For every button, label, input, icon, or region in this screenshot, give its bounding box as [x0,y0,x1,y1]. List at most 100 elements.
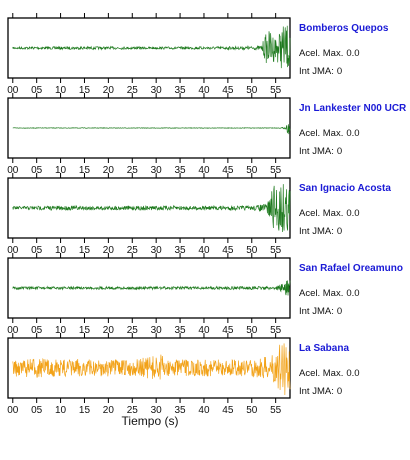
acel-max-row: Acel. Max. 0.0 [299,368,360,379]
acel-max-label: Acel. Max. [299,128,344,139]
acel-max-label: Acel. Max. [299,368,344,379]
x-tick-label: 35 [175,85,187,96]
station-name: San Rafael Oreamuno [299,263,403,274]
acel-max-row: Acel. Max. 0.0 [299,288,360,299]
jma-intensity-value: 0 [336,386,343,397]
x-tick-label: 10 [55,165,67,176]
jma-intensity-value: 0 [336,306,343,317]
x-tick-label: 50 [246,85,258,96]
station-name: La Sabana [299,343,350,354]
waveform-trace [12,124,291,135]
acel-max-row: Acel. Max. 0.0 [299,128,360,139]
x-tick-label: 05 [31,165,43,176]
jma-intensity-row: Int JMA: 0 [299,386,342,397]
station-name: Bomberos Quepos [299,23,389,34]
x-tick-label: 40 [198,85,210,96]
station-name: San Ignacio Acosta [299,183,391,194]
x-tick-label: 30 [151,85,163,96]
x-tick-label: 25 [127,85,139,96]
x-tick-label: 20 [103,325,115,336]
acel-max-value: 0.0 [346,48,360,59]
x-tick-label: 15 [79,245,91,256]
acel-max-value: 0.0 [346,288,360,299]
panel-frame [7,257,291,319]
acel-max-label: Acel. Max. [299,288,344,299]
x-tick-label: 25 [127,165,139,176]
acel-max-value: 0.0 [346,128,360,139]
x-tick-label: 05 [31,85,43,96]
x-tick-label: 20 [103,85,115,96]
x-axis-label: Tiempo (s) [121,414,179,428]
waveform-trace [12,280,291,296]
jma-intensity-row: Int JMA: 0 [299,146,342,157]
acel-max-value: 0.0 [346,208,360,219]
x-tick-label: 15 [79,405,91,416]
x-tick-label: 35 [175,325,187,336]
x-tick-label: 10 [55,325,67,336]
x-tick-label: 10 [55,405,67,416]
panel-frame [7,337,291,399]
x-tick-label: 00 [7,405,19,416]
x-tick-label: 15 [79,165,91,176]
x-tick-label: 20 [103,165,115,176]
x-tick-label: 50 [246,325,258,336]
x-tick-label: 20 [103,405,115,416]
x-tick-label: 55 [270,165,282,176]
acel-max-label: Acel. Max. [299,208,344,219]
x-tick-label: 30 [151,245,163,256]
x-tick-label: 45 [222,245,234,256]
jma-intensity-label: Int JMA: [299,306,334,317]
acel-max-row: Acel. Max. 0.0 [299,208,360,219]
jma-intensity-row: Int JMA: 0 [299,306,342,317]
x-tick-label: 25 [127,325,139,336]
x-tick-label: 35 [175,245,187,256]
jma-intensity-label: Int JMA: [299,386,334,397]
x-tick-label: 55 [270,405,282,416]
station-name: Jn Lankester N00 UCR [299,103,407,114]
x-tick-label: 00 [7,325,19,336]
x-tick-label: 25 [127,245,139,256]
x-tick-label: 10 [55,85,67,96]
x-tick-label: 45 [222,165,234,176]
x-tick-label: 20 [103,245,115,256]
jma-intensity-label: Int JMA: [299,146,334,157]
x-tick-label: 55 [270,325,282,336]
waveform-trace [12,25,291,69]
x-tick-label: 00 [7,85,19,96]
jma-intensity-label: Int JMA: [299,66,334,77]
x-tick-label: 15 [79,325,91,336]
x-tick-label: 40 [198,325,210,336]
x-tick-label: 05 [31,405,43,416]
x-tick-label: 25 [127,405,139,416]
jma-intensity-row: Int JMA: 0 [299,226,342,237]
x-tick-label: 45 [222,325,234,336]
x-tick-label: 45 [222,405,234,416]
x-tick-label: 55 [270,245,282,256]
x-tick-label: 50 [246,405,258,416]
x-tick-label: 15 [79,85,91,96]
x-tick-label: 50 [246,165,258,176]
waveform-trace [12,184,291,233]
x-tick-label: 00 [7,165,19,176]
x-tick-label: 30 [151,405,163,416]
jma-intensity-label: Int JMA: [299,226,334,237]
x-tick-label: 10 [55,245,67,256]
x-tick-label: 30 [151,165,163,176]
x-tick-label: 05 [31,245,43,256]
panel-frame [7,97,291,159]
waveform-trace [12,343,291,395]
x-tick-label: 45 [222,85,234,96]
jma-intensity-value: 0 [336,66,343,77]
x-tick-label: 30 [151,325,163,336]
x-tick-label: 40 [198,245,210,256]
x-tick-label: 05 [31,325,43,336]
acel-max-value: 0.0 [346,368,360,379]
x-tick-label: 35 [175,405,187,416]
x-tick-label: 40 [198,165,210,176]
x-tick-label: 00 [7,245,19,256]
x-tick-label: 55 [270,85,282,96]
x-tick-label: 35 [175,165,187,176]
jma-intensity-value: 0 [336,226,343,237]
x-tick-label: 40 [198,405,210,416]
